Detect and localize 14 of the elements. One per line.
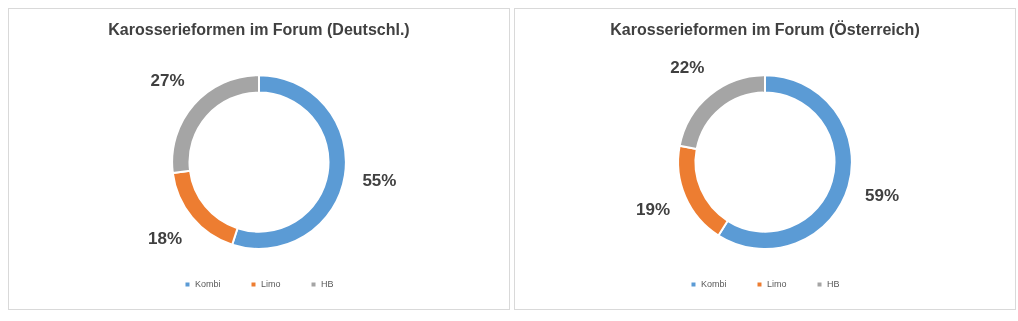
data-label: 59% (865, 185, 900, 205)
legend-label: Limo (261, 278, 281, 289)
data-label: 18% (148, 229, 183, 249)
chart-title: Karosserieformen im Forum (Deutschl.) (108, 21, 410, 39)
data-label: 19% (636, 200, 671, 220)
data-label: 55% (362, 170, 397, 190)
legend-label: Limo (767, 278, 787, 289)
chart-title: Karosserieformen im Forum (Österreich) (610, 20, 920, 39)
legend-label: HB (827, 278, 840, 289)
legend-label: Kombi (700, 278, 727, 289)
data-label: 27% (150, 71, 185, 91)
legend-label: Kombi (194, 278, 221, 289)
legend-label: HB (321, 278, 334, 289)
data-label: 22% (670, 57, 705, 77)
